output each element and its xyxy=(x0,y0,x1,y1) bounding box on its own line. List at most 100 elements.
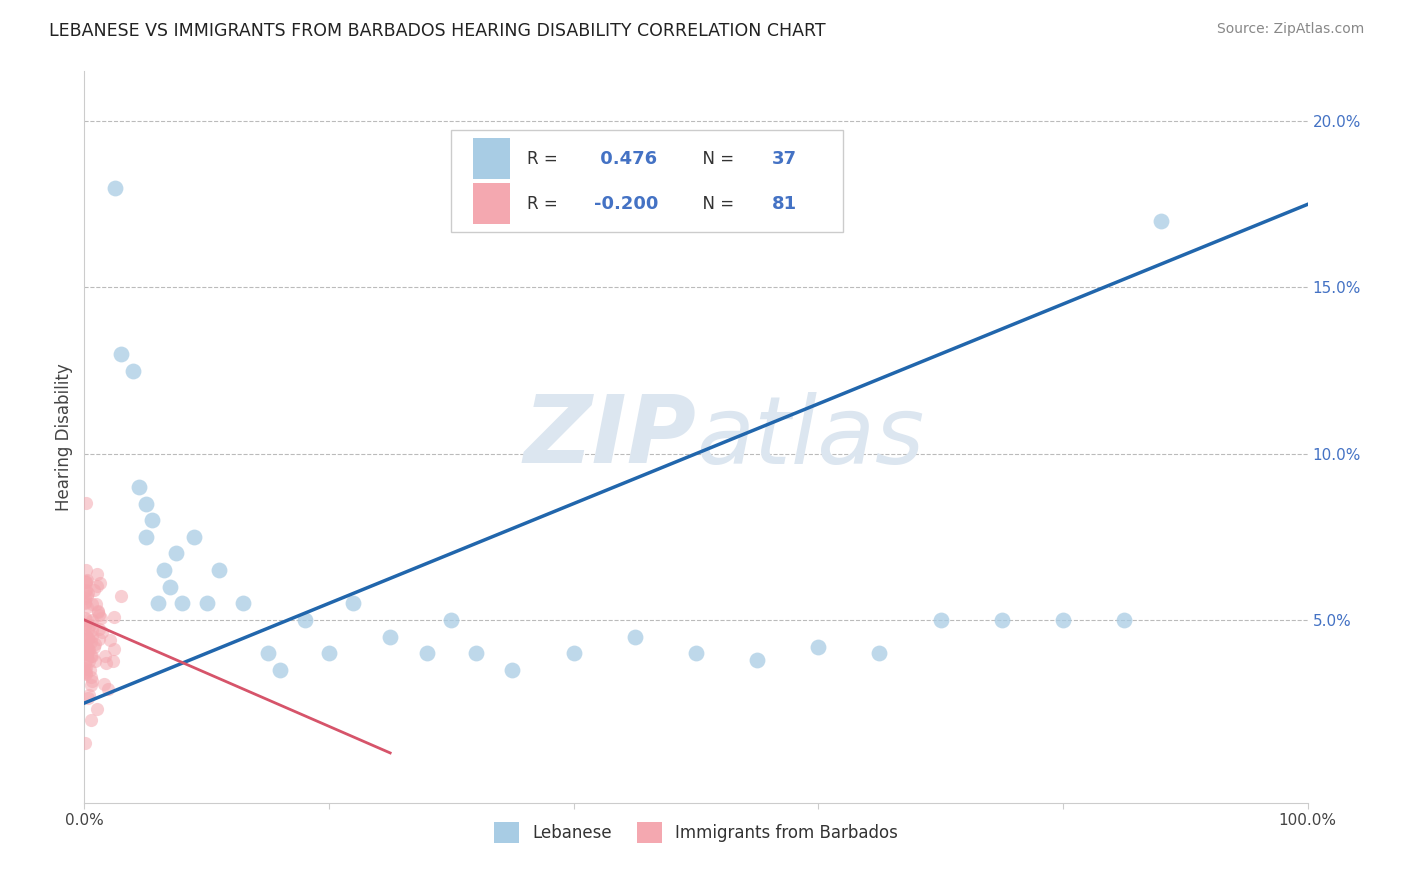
Point xyxy=(86,701,108,715)
Point xyxy=(79,713,101,727)
Point xyxy=(77,690,100,705)
FancyBboxPatch shape xyxy=(451,130,842,232)
Text: 0.476: 0.476 xyxy=(595,150,658,168)
Point xyxy=(86,605,108,619)
Point xyxy=(747,653,769,667)
Point xyxy=(172,596,194,610)
Text: N =: N = xyxy=(692,150,740,168)
Point xyxy=(80,613,103,627)
Point xyxy=(73,610,96,624)
Point xyxy=(153,563,176,577)
Point xyxy=(73,665,96,679)
Point xyxy=(135,530,157,544)
Point xyxy=(562,646,585,660)
Point xyxy=(79,618,101,632)
Point xyxy=(685,646,707,660)
Point xyxy=(82,674,104,689)
Point xyxy=(86,579,108,593)
Point xyxy=(380,630,402,644)
Point xyxy=(122,363,145,377)
Point xyxy=(464,646,486,660)
Point xyxy=(82,623,104,637)
Point xyxy=(146,596,169,610)
Point xyxy=(79,663,101,677)
Point xyxy=(76,573,98,587)
Point xyxy=(80,678,103,692)
Point xyxy=(73,595,96,609)
Point xyxy=(73,591,96,605)
Point xyxy=(80,670,103,684)
Point xyxy=(89,576,111,591)
Point xyxy=(104,180,127,194)
Point xyxy=(73,645,96,659)
Point xyxy=(624,630,647,644)
Point xyxy=(75,661,97,675)
Y-axis label: Hearing Disability: Hearing Disability xyxy=(55,363,73,511)
Point xyxy=(75,656,97,670)
Point xyxy=(75,496,97,510)
Point xyxy=(75,644,97,658)
Point xyxy=(86,566,108,581)
Point xyxy=(89,622,111,636)
Point xyxy=(76,589,98,603)
Point xyxy=(183,530,205,544)
Text: R =: R = xyxy=(527,150,564,168)
Point xyxy=(416,646,439,660)
Point xyxy=(502,663,524,677)
Point xyxy=(807,640,830,654)
Point xyxy=(90,610,112,624)
Text: ZIP: ZIP xyxy=(523,391,696,483)
Point xyxy=(84,597,107,611)
Point xyxy=(75,616,97,631)
Point xyxy=(110,590,132,604)
Point xyxy=(75,644,97,658)
Point xyxy=(165,546,187,560)
Point xyxy=(294,613,316,627)
Text: LEBANESE VS IMMIGRANTS FROM BARBADOS HEARING DISABILITY CORRELATION CHART: LEBANESE VS IMMIGRANTS FROM BARBADOS HEA… xyxy=(49,22,825,40)
Point xyxy=(342,596,364,610)
Point xyxy=(96,656,118,670)
Point xyxy=(991,613,1014,627)
Point xyxy=(87,632,110,647)
Point xyxy=(75,736,97,750)
Point xyxy=(440,613,463,627)
Point xyxy=(77,586,100,600)
Point xyxy=(76,641,98,656)
Point xyxy=(73,597,96,611)
Point xyxy=(77,632,100,646)
Point xyxy=(87,608,110,623)
Point xyxy=(110,347,132,361)
Point xyxy=(77,654,100,668)
Point xyxy=(73,575,96,590)
Point xyxy=(83,637,105,651)
Point xyxy=(103,610,125,624)
Point xyxy=(929,613,952,627)
Point xyxy=(208,563,231,577)
Point xyxy=(77,688,100,702)
Bar xyxy=(474,138,510,178)
Point xyxy=(79,643,101,657)
Point xyxy=(76,641,98,656)
Point xyxy=(82,597,104,611)
Point xyxy=(103,654,125,668)
Text: -0.200: -0.200 xyxy=(595,194,659,212)
Point xyxy=(87,604,110,618)
Point xyxy=(98,632,121,647)
Point xyxy=(75,583,97,598)
Text: 37: 37 xyxy=(772,150,797,168)
Point xyxy=(76,648,98,662)
Text: R =: R = xyxy=(527,194,564,212)
Point xyxy=(75,617,97,632)
Point xyxy=(73,583,96,598)
Point xyxy=(77,631,100,645)
Point xyxy=(76,622,98,636)
Point xyxy=(128,480,150,494)
Point xyxy=(1150,214,1173,228)
Point xyxy=(269,663,291,677)
Point xyxy=(232,596,254,610)
Point xyxy=(83,654,105,668)
Legend: Lebanese, Immigrants from Barbados: Lebanese, Immigrants from Barbados xyxy=(488,815,904,849)
Bar xyxy=(474,184,510,224)
Point xyxy=(1052,613,1074,627)
Point xyxy=(82,629,104,643)
